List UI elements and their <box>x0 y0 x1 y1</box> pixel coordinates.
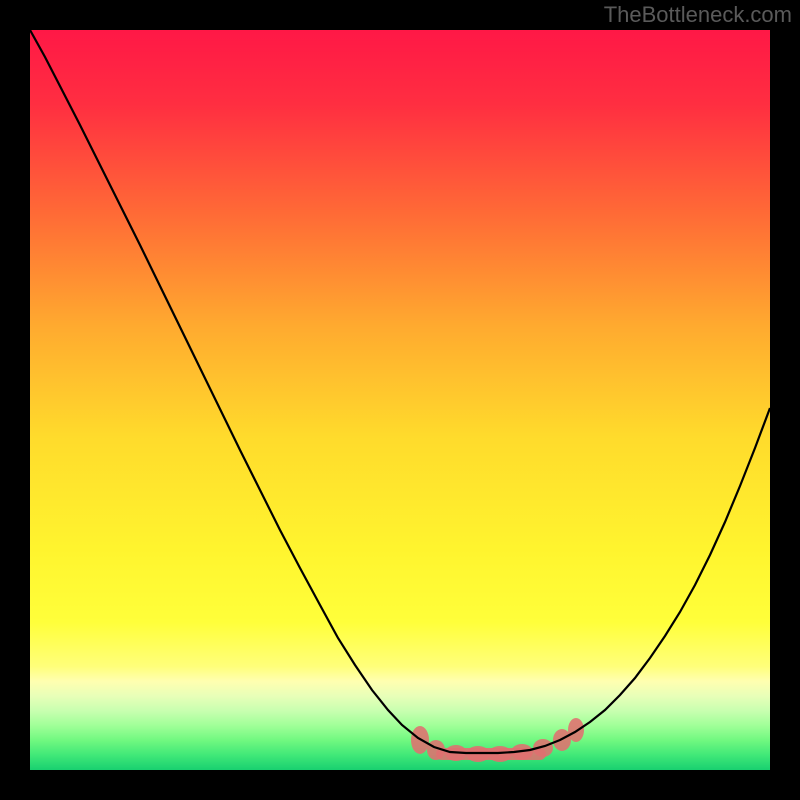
bottleneck-chart <box>0 0 800 800</box>
chart-container: TheBottleneck.com <box>0 0 800 800</box>
watermark: TheBottleneck.com <box>604 2 792 28</box>
plot-background <box>30 30 770 770</box>
